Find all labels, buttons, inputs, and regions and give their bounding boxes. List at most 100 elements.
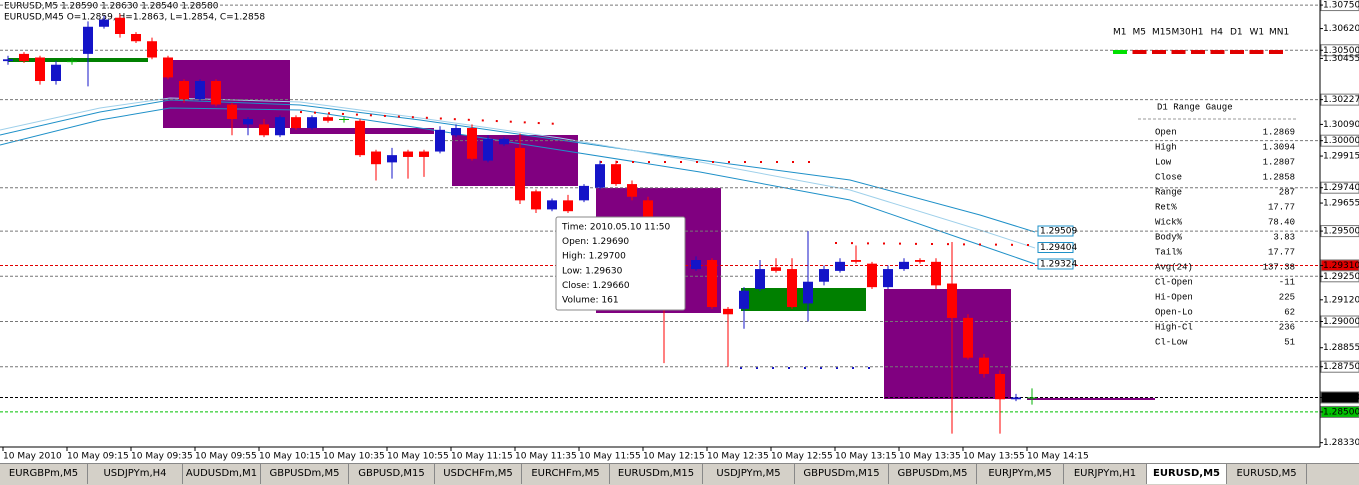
chart: EURUSD,M5 1.28590 1.28630 1.28540 1.2858… <box>0 0 1359 463</box>
gauge-value: 17.77 <box>1268 202 1295 212</box>
candle-body <box>483 138 493 161</box>
tab[interactable]: EURJPYm,H1 <box>1064 464 1147 484</box>
candle-body <box>947 283 957 318</box>
timeframe-bar <box>1269 50 1283 54</box>
tab[interactable]: USDJPYm,H4 <box>88 464 183 484</box>
gauge-label: Hi-Open <box>1155 292 1193 302</box>
y-tick-label: 1.29915 <box>1323 152 1359 162</box>
tooltip-line: Close: 1.29660 <box>562 281 630 291</box>
ma-label-box <box>1037 258 1074 270</box>
tab[interactable]: EURUSD,M5 <box>1147 464 1227 484</box>
candle-body <box>995 373 1005 400</box>
tab[interactable]: USDCHFm,M5 <box>435 464 522 484</box>
candle-body <box>147 41 157 58</box>
candle-body <box>467 128 477 159</box>
candle-body <box>387 155 397 163</box>
gauge-value: 1.2807 <box>1263 157 1295 167</box>
timeframe-bar <box>1113 50 1127 54</box>
tab[interactable]: GBPUSDm,M15 <box>795 464 889 484</box>
gauge-value: 17.77 <box>1268 247 1295 257</box>
timeframe: M1 <box>1113 28 1127 38</box>
candle-body <box>595 164 605 188</box>
timeframe: H4 <box>1211 28 1224 38</box>
candle-body <box>707 260 717 308</box>
x-tick-label: 10 May 10:55 <box>387 452 449 462</box>
gauge-value: 287 <box>1279 187 1295 197</box>
candle-body <box>899 261 909 270</box>
candle-body <box>931 261 941 286</box>
candle-body <box>611 164 621 185</box>
x-tick-label: 10 May 12:55 <box>771 452 833 462</box>
tab[interactable]: EURJPYm,M5 <box>977 464 1064 484</box>
gauge-value: 236 <box>1279 322 1295 332</box>
tab[interactable]: GBPUSDm,M5 <box>261 464 349 484</box>
timeframe: M15 <box>1152 28 1171 38</box>
header-line: EURUSD,M45 O=1.2859, H=1.2863, L=1.2854,… <box>4 13 265 23</box>
candle-body <box>83 26 93 54</box>
candle-body <box>723 308 733 315</box>
timeframe: W1 <box>1250 28 1265 38</box>
candle-body <box>691 260 701 270</box>
candle-body <box>19 53 29 62</box>
y-tick-label: 1.29250 <box>1323 272 1359 282</box>
candle-body <box>131 33 141 42</box>
tab[interactable]: EURUSDm,M15 <box>610 464 703 484</box>
candle-body <box>435 129 445 152</box>
ma-label: 1.29324 <box>1040 260 1077 270</box>
candle-body <box>755 269 765 289</box>
gauge-label: Tail% <box>1155 247 1183 257</box>
candle-body <box>963 317 973 358</box>
y-tick-label: 1.30455 <box>1323 54 1359 64</box>
candle-body <box>851 260 861 262</box>
candle-body <box>195 81 205 100</box>
gauge-value: 3.83 <box>1273 232 1295 242</box>
x-tick-label: 10 May 13:35 <box>899 452 961 462</box>
candle-body <box>819 269 829 282</box>
candle-body <box>1027 397 1037 399</box>
x-tick-label: 10 May 11:35 <box>515 452 577 462</box>
tab[interactable]: EURCHFm,M5 <box>522 464 610 484</box>
candle-body <box>99 19 109 27</box>
moving-average <box>0 97 1036 249</box>
x-tick-label: 10 May 13:15 <box>835 452 897 462</box>
header-line: EURUSD,M5 1.28590 1.28630 1.28540 1.2858… <box>4 2 219 12</box>
tooltip-line: Low: 1.29630 <box>562 266 623 276</box>
gauge-label: Cl-Low <box>1155 337 1188 347</box>
x-tick-label: 10 May 12:15 <box>643 452 705 462</box>
gauge-label: Open-Lo <box>1155 307 1193 317</box>
gauge-label: Close <box>1155 172 1182 182</box>
tab[interactable]: GBPUSDm,M5 <box>889 464 977 484</box>
y-tick-label: 1.30500 <box>1323 46 1359 56</box>
x-tick-label: 10 May 09:15 <box>67 452 129 462</box>
timeframe: H1 <box>1191 28 1204 38</box>
x-tick-label: 10 May 10:15 <box>259 452 321 462</box>
candle-body <box>835 261 845 271</box>
y-tick-label: 1.28580 <box>1323 393 1359 403</box>
candle-body <box>307 117 317 129</box>
x-tick-label: 10 May 09:35 <box>131 452 193 462</box>
sar-dots <box>299 111 561 125</box>
tab[interactable]: GBPUSD,M15 <box>349 464 435 484</box>
candle-body <box>403 151 413 157</box>
gauge-value: 78.40 <box>1268 217 1295 227</box>
gauge-label: Range <box>1155 187 1182 197</box>
tooltip-line: Time: 2010.05.10 11:50 <box>561 223 671 233</box>
timeframe: M30 <box>1172 28 1191 38</box>
y-tick-label: 1.29655 <box>1323 199 1359 209</box>
timeframe: MN1 <box>1269 28 1289 38</box>
y-tick-label: 1.29120 <box>1323 295 1359 305</box>
range-box <box>8 58 148 62</box>
timeframe-bar <box>1210 50 1225 54</box>
candle-body <box>419 151 429 157</box>
tab[interactable]: USDJPYm,M5 <box>703 464 795 484</box>
candle-body <box>243 118 253 125</box>
tab[interactable]: AUDUSDm,M1 <box>183 464 261 484</box>
candle-body <box>35 57 45 82</box>
tab[interactable]: EURGBPm,M5 <box>0 464 88 484</box>
gauge-value: -11 <box>1279 277 1295 287</box>
timeframe-bar <box>1152 50 1166 54</box>
tab[interactable]: EURUSD,M5 <box>1227 464 1307 484</box>
gauge-value: 62 <box>1284 307 1295 317</box>
candle-body <box>883 269 893 288</box>
candle-body <box>179 81 189 100</box>
